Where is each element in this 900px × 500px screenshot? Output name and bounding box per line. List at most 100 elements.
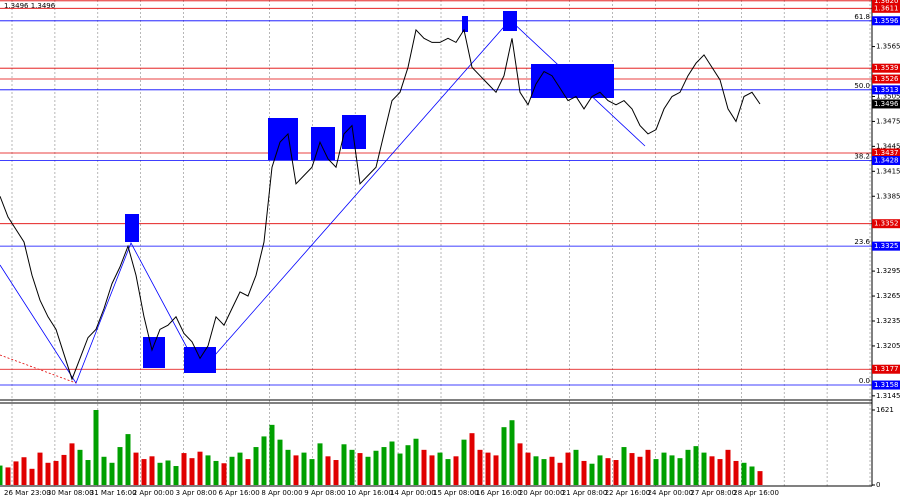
volume-bar (661, 452, 667, 485)
fib-ratio: 38.2 (854, 152, 870, 160)
volume-bar (397, 453, 403, 485)
volume-bar (61, 454, 67, 485)
volume-bar (637, 456, 643, 485)
volume-bar (477, 449, 483, 485)
level-tag (872, 219, 900, 229)
fib-tag (872, 241, 900, 251)
volume-bar (333, 460, 339, 485)
x-tick-label: 20 Apr 00:00 (519, 489, 565, 497)
volume-bar (301, 452, 307, 485)
fib-tag (872, 85, 900, 95)
volume-bar (181, 453, 187, 485)
volume-bar (13, 461, 19, 485)
volume-bar (357, 453, 363, 485)
level-label: 1.3526 (874, 75, 899, 83)
volume-bar (173, 466, 179, 485)
level-tag (872, 364, 900, 374)
y-tick-label: 1.3205 (876, 342, 900, 350)
x-tick-label: 26 Mar 23:00 (4, 489, 51, 497)
volume-bar (429, 455, 435, 485)
x-tick-label: 10 Apr 16:00 (347, 489, 393, 497)
x-tick-label: 30 Mar 08:00 (47, 489, 94, 497)
volume-bar (525, 452, 531, 485)
volume-bar (205, 455, 211, 485)
fib-tag (872, 380, 900, 390)
level-tag (872, 74, 900, 84)
volume-bar (381, 447, 387, 485)
volume-bar (573, 449, 579, 485)
volume-bar (733, 460, 739, 485)
volume-bar (165, 460, 171, 485)
level-label: 1.3177 (874, 365, 899, 373)
level-tag (872, 3, 900, 13)
volume-bar (461, 439, 467, 485)
volume-tick-label: 0 (876, 481, 880, 489)
volume-bar (413, 438, 419, 485)
volume-bar (77, 449, 83, 485)
volume-bar (605, 458, 611, 485)
level-label: 1.3611 (874, 4, 899, 12)
volume-bar (621, 447, 627, 485)
x-tick-label: 2 Apr 00:00 (133, 489, 174, 497)
volume-bar (469, 433, 475, 485)
level-tag (872, 0, 900, 6)
x-tick-label: 28 Apr 16:00 (733, 489, 779, 497)
pattern-box (462, 16, 468, 32)
volume-bar (69, 443, 75, 485)
x-tick-label: 14 Apr 00:00 (390, 489, 436, 497)
y-tick-label: 1.3385 (876, 192, 900, 200)
volume-bar (645, 449, 651, 485)
volume-bar (133, 452, 139, 485)
x-tick-label: 22 Apr 16:00 (605, 489, 651, 497)
volume-bar (613, 460, 619, 485)
volume-bar (493, 455, 499, 485)
x-tick-label: 8 Apr 00:00 (261, 489, 302, 497)
volume-bar (709, 456, 715, 485)
volume-bar (37, 452, 43, 485)
level-label: 1.3437 (874, 149, 899, 157)
last-price-tag (872, 99, 900, 109)
volume-bar (557, 462, 563, 485)
volume-bar (341, 444, 347, 485)
volume-bar (685, 449, 691, 485)
last-price-label: 1.3496 (874, 100, 899, 108)
fib-ratio: 61.8 (854, 13, 870, 21)
x-tick-label: 16 Apr 16:00 (476, 489, 522, 497)
x-tick-label: 24 Apr 00:00 (648, 489, 694, 497)
fib-tag (872, 16, 900, 26)
volume-bar (101, 456, 107, 485)
fib-label: 1.3513 (874, 86, 899, 94)
volume-bar (85, 460, 91, 485)
volume-bar (349, 449, 355, 485)
y-tick-label: 1.3565 (876, 43, 900, 51)
volume-bar (245, 459, 251, 485)
fib-label: 1.3428 (874, 156, 899, 164)
pattern-box (531, 64, 614, 98)
x-tick-label: 3 Apr 08:00 (176, 489, 217, 497)
volume-bar (445, 459, 451, 485)
volume-bar (269, 424, 275, 485)
y-tick-label: 1.3415 (876, 167, 900, 175)
zigzag-line (0, 19, 646, 384)
volume-bar (373, 450, 379, 485)
volume-bar (365, 456, 371, 485)
level-label: 1.3539 (874, 64, 899, 72)
x-tick-label: 21 Apr 08:00 (562, 489, 608, 497)
volume-bar (597, 455, 603, 485)
volume-bar (581, 460, 587, 485)
volume-bar (189, 458, 195, 485)
x-tick-label: 31 Mar 16:00 (90, 489, 137, 497)
fib-ratio: 23.6 (854, 238, 870, 246)
fib-tag (872, 155, 900, 165)
volume-bar (757, 471, 763, 485)
volume-bar (141, 459, 147, 485)
volume-bar (325, 456, 331, 485)
level-label: 1.3620 (874, 0, 899, 5)
volume-bar (261, 436, 267, 485)
y-tick-label: 1.3475 (876, 117, 900, 125)
pattern-box (311, 127, 335, 160)
fib-ratio: 0.0 (859, 377, 870, 385)
volume-bar (53, 460, 59, 485)
volume-bar (277, 439, 283, 485)
